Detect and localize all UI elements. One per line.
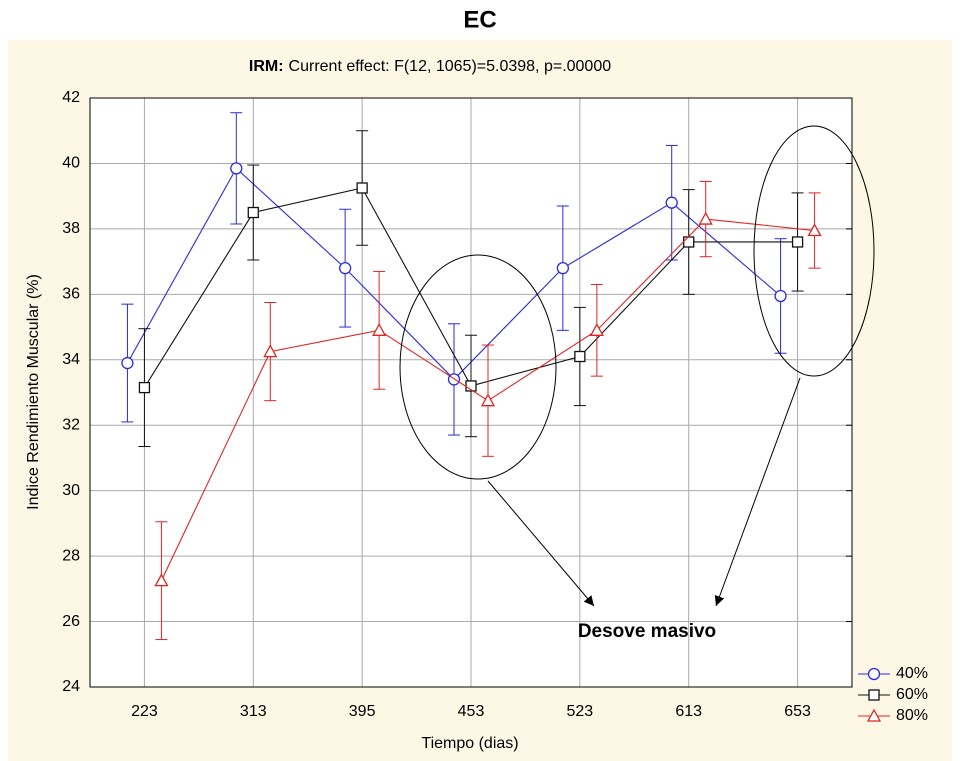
y-axis-label: Indice Rendimiento Muscular (%): [25, 274, 42, 510]
chart-subtitle: IRM: Current effect: F(12, 1065)=5.0398, …: [249, 58, 611, 75]
point: [867, 667, 881, 681]
y-tick-label: 26: [62, 613, 80, 630]
point: [866, 708, 882, 722]
point: [774, 289, 787, 303]
point: [247, 206, 259, 219]
subtitle-text: Current effect: F(12, 1065)=5.0398, p=.0…: [289, 58, 612, 75]
y-tick-label: 24: [62, 678, 80, 695]
point: [154, 573, 169, 587]
highlight-ellipse: [753, 125, 875, 377]
x-tick-label: 223: [131, 703, 158, 720]
y-tick-label: 42: [62, 89, 80, 106]
point: [683, 236, 695, 248]
y-tick-label: 40: [62, 155, 80, 172]
point: [138, 381, 151, 394]
legend-label: 40%: [896, 665, 928, 682]
y-tick-label: 38: [62, 220, 80, 237]
subtitle-label: IRM:: [249, 58, 284, 75]
annotation-arrow: [487, 480, 595, 607]
point: [230, 162, 243, 175]
x-tick-label: 453: [458, 703, 485, 720]
x-tick-label: 653: [784, 703, 811, 720]
y-tick-label: 34: [62, 351, 80, 368]
point: [665, 196, 678, 209]
x-tick-label: 613: [675, 703, 702, 720]
point: [807, 223, 822, 237]
y-tick-label: 32: [62, 416, 80, 433]
marks: [121, 112, 822, 641]
point: [447, 373, 461, 386]
legend-label: 80%: [896, 707, 928, 724]
point: [868, 689, 880, 701]
point: [589, 322, 604, 336]
point: [556, 262, 570, 275]
x-tick-label: 313: [240, 703, 267, 720]
point: [698, 211, 713, 225]
y-tick-label: 36: [62, 286, 80, 303]
plot-frame: [89, 97, 853, 688]
point: [791, 236, 804, 248]
annotation-arrow: [714, 377, 801, 607]
point: [338, 262, 352, 275]
chart-title: EC: [463, 6, 496, 33]
point: [480, 393, 496, 407]
x-axis-label: Tiempo (dias): [421, 735, 518, 752]
x-tick-label: 523: [567, 703, 594, 720]
legend-label: 60%: [896, 686, 928, 703]
point: [121, 356, 134, 370]
x-tick-label: 395: [349, 703, 376, 720]
annotation: Desove masivo: [578, 621, 716, 642]
legend: 40% 60% 80%: [858, 665, 928, 724]
y-tick-label: 30: [62, 482, 80, 499]
point: [356, 182, 368, 194]
highlight-ellipse: [399, 254, 557, 480]
y-tick-label: 28: [62, 547, 80, 564]
point: [372, 322, 387, 336]
point: [574, 350, 586, 363]
point: [263, 344, 278, 358]
